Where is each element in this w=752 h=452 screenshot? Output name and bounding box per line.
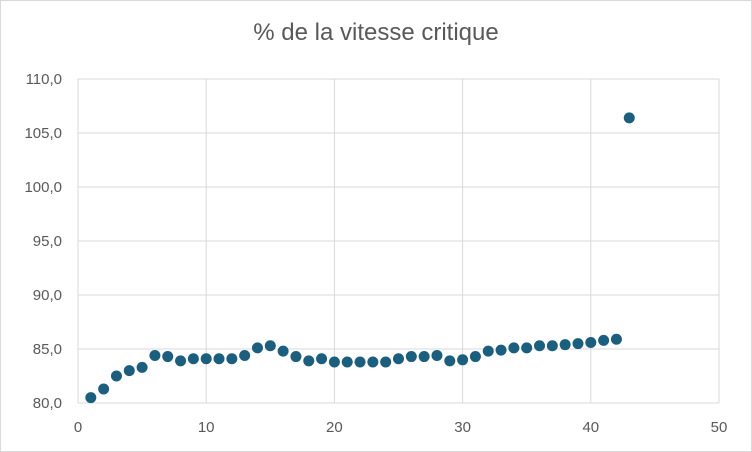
data-point — [572, 338, 584, 350]
data-point — [354, 356, 366, 368]
data-point — [367, 356, 379, 368]
y-tick-label: 90,0 — [33, 287, 62, 304]
data-point — [162, 351, 174, 363]
y-tick-label: 95,0 — [33, 233, 62, 250]
data-point — [380, 356, 392, 368]
data-point — [469, 351, 481, 363]
x-tick-label: 0 — [74, 419, 82, 436]
data-point — [303, 355, 315, 367]
data-point — [444, 355, 456, 367]
y-tick-label: 85,0 — [33, 341, 62, 358]
data-point — [405, 351, 417, 363]
data-point — [316, 353, 328, 365]
data-point — [508, 342, 520, 354]
data-point — [149, 349, 161, 361]
data-point — [226, 353, 238, 365]
data-point — [457, 354, 469, 366]
data-point — [290, 351, 302, 363]
data-point — [175, 355, 187, 367]
data-point — [431, 349, 443, 361]
data-point — [418, 351, 430, 363]
data-point — [328, 356, 340, 368]
data-point — [598, 334, 610, 346]
chart-title: % de la vitesse critique — [253, 19, 499, 46]
x-tick-label: 30 — [454, 419, 471, 436]
data-point — [482, 345, 494, 357]
data-point — [123, 365, 135, 377]
y-tick-label: 105,0 — [24, 125, 62, 142]
data-point — [200, 353, 212, 365]
x-tick-label: 20 — [326, 419, 343, 436]
y-tick-label: 110,0 — [26, 71, 62, 88]
data-point — [534, 340, 546, 352]
x-tick-label: 40 — [582, 419, 599, 436]
data-point — [393, 353, 404, 365]
data-point — [251, 342, 263, 354]
data-point — [187, 353, 199, 365]
data-point — [521, 342, 533, 354]
data-point — [239, 349, 251, 361]
data-point — [546, 340, 558, 352]
data-point — [98, 383, 110, 395]
data-point — [213, 353, 225, 365]
data-point — [341, 356, 353, 368]
data-point — [85, 392, 97, 404]
x-tick-label: 10 — [198, 419, 215, 436]
data-point — [610, 333, 622, 345]
y-tick-label: 80,0 — [33, 395, 62, 412]
data-point — [495, 344, 507, 356]
y-tick-label: 100,0 — [24, 179, 62, 196]
data-point — [585, 337, 597, 349]
data-point — [623, 112, 635, 124]
data-point — [264, 340, 276, 352]
data-point — [136, 361, 148, 373]
data-point — [277, 345, 289, 357]
data-point — [559, 339, 571, 351]
x-tick-label: 50 — [711, 419, 728, 436]
data-point — [110, 370, 122, 382]
